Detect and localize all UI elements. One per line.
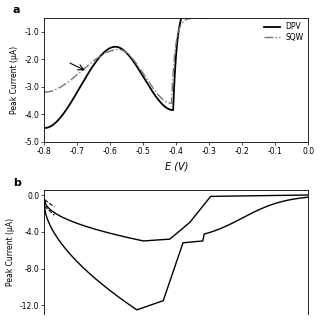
- X-axis label: E (V): E (V): [165, 161, 188, 171]
- DPV: [114, 45, 118, 49]
- Y-axis label: Peak Current (μA): Peak Current (μA): [10, 46, 19, 114]
- SQW: [141, 72, 145, 76]
- SQW: [115, 48, 119, 52]
- SQW: [170, 101, 173, 105]
- SQW: [139, 68, 143, 72]
- SQW: [43, 90, 46, 94]
- DPV: [47, 125, 51, 129]
- Line: DPV: DPV: [44, 0, 308, 128]
- DPV: [112, 45, 116, 49]
- SQW: [48, 90, 52, 93]
- Text: a: a: [13, 5, 20, 15]
- Text: b: b: [13, 178, 21, 188]
- SQW: [260, 4, 264, 8]
- DPV: [43, 126, 46, 130]
- Line: SQW: SQW: [44, 0, 308, 103]
- Legend: DPV, SQW: DPV, SQW: [261, 19, 307, 45]
- DPV: [138, 69, 141, 73]
- Y-axis label: Peak Current (μA): Peak Current (μA): [5, 218, 14, 286]
- DPV: [140, 73, 144, 77]
- SQW: [117, 48, 121, 52]
